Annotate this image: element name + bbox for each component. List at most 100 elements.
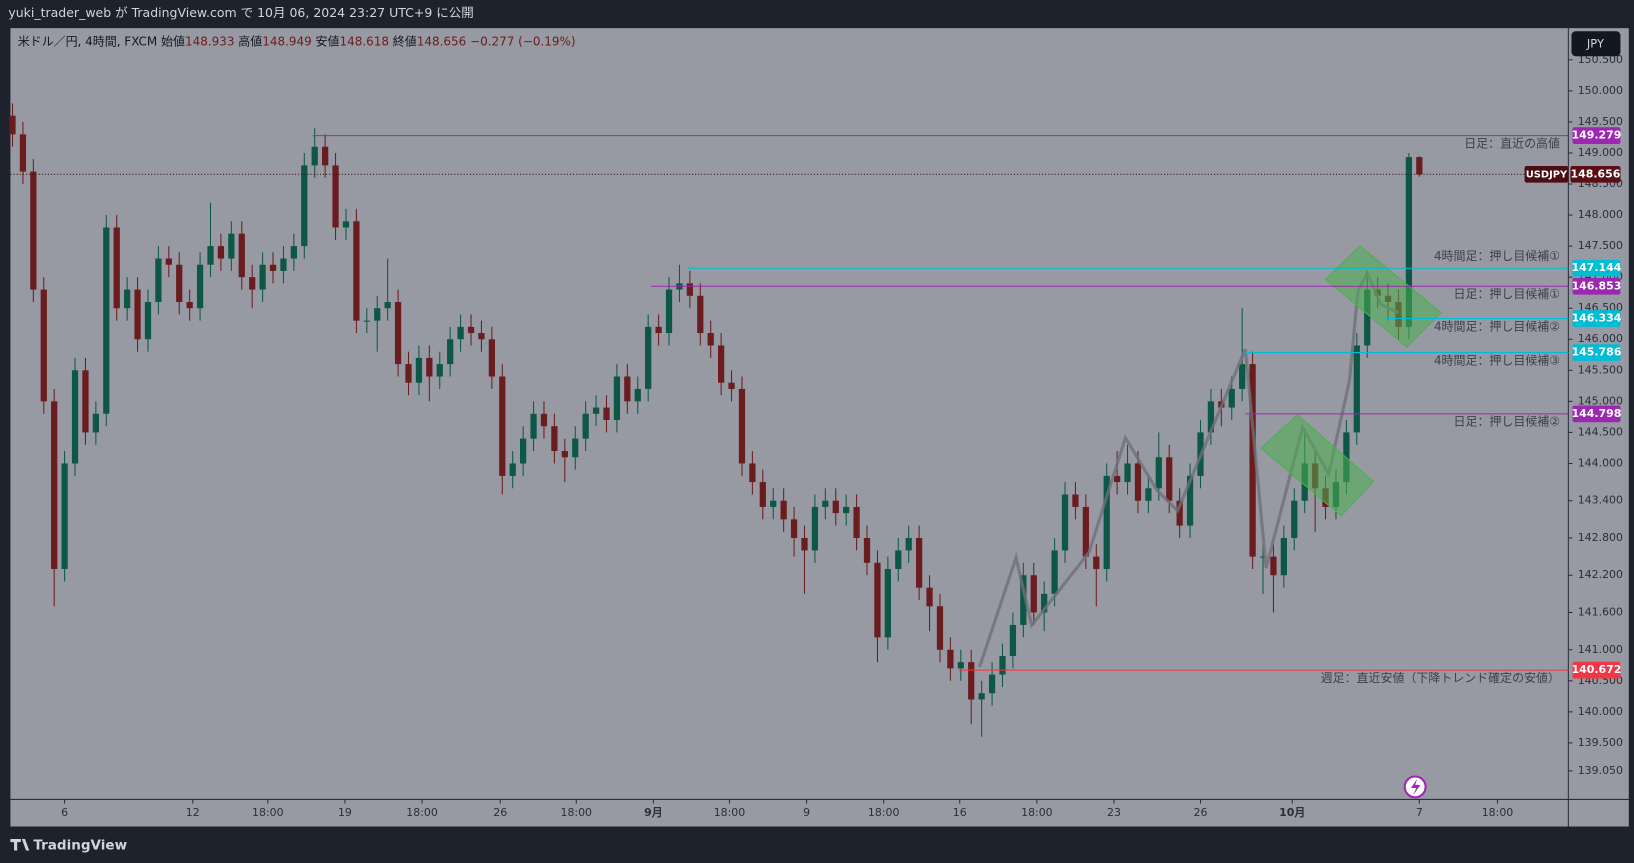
x-tick-label: 6 xyxy=(61,806,68,819)
candle-body xyxy=(1093,556,1100,570)
x-tick-label: 18:00 xyxy=(1021,806,1053,819)
price-axis xyxy=(1568,28,1629,827)
x-tick-label: 18:00 xyxy=(868,806,900,819)
x-tick-label: 26 xyxy=(493,806,507,819)
candle-body xyxy=(1103,475,1110,570)
legend-item: 148.656 xyxy=(417,34,470,48)
candle-body xyxy=(447,339,454,365)
candle-body xyxy=(655,326,662,334)
brand-name: TradingView xyxy=(33,837,127,853)
legend-item: 148.933 xyxy=(185,34,238,48)
x-tick-label: 23 xyxy=(1107,806,1121,819)
candle-body xyxy=(9,115,16,135)
x-tick-label: 7 xyxy=(1416,806,1423,819)
candle-body xyxy=(551,426,558,452)
price-box-label: 144.798 xyxy=(1572,407,1622,420)
candle-body xyxy=(342,221,350,228)
candle-body xyxy=(61,463,68,570)
flag-box xyxy=(1260,414,1375,517)
candle-body xyxy=(1207,401,1215,433)
candle-body xyxy=(874,562,881,638)
candle-body xyxy=(1051,550,1058,594)
candle-body xyxy=(561,451,568,458)
x-tick-label: 9 xyxy=(803,806,810,819)
candle-body xyxy=(572,438,579,458)
candle-body xyxy=(186,302,193,309)
candle-body xyxy=(801,537,808,551)
candle-body xyxy=(1270,556,1277,576)
y-tick-label: 147.500 xyxy=(1578,239,1623,252)
candle-body xyxy=(520,438,527,464)
candle-body xyxy=(832,500,839,514)
candle-body xyxy=(624,376,631,402)
candle-body xyxy=(71,370,79,464)
candle-body xyxy=(790,519,798,538)
candle-body xyxy=(280,258,287,271)
candle-body xyxy=(509,463,516,476)
candle-body xyxy=(1009,624,1017,656)
y-tick-label: 143.400 xyxy=(1578,494,1623,507)
legend-item: 148.618 xyxy=(340,34,393,48)
candle-body xyxy=(1134,463,1142,501)
candle-body xyxy=(155,258,162,303)
price-box-label: 140.672 xyxy=(1572,663,1622,676)
currency-label: JPY xyxy=(1586,36,1605,50)
legend-label: 始値 xyxy=(161,33,185,48)
candle-body xyxy=(936,606,944,650)
price-box xyxy=(1572,344,1621,361)
x-tick-label: 19 xyxy=(338,806,352,819)
level-label: 日足：押し目候補② xyxy=(1454,415,1560,429)
candle-body xyxy=(51,401,58,570)
candle-body xyxy=(853,506,860,538)
candle-body xyxy=(1072,494,1079,507)
candle-body xyxy=(999,655,1006,675)
candle-body xyxy=(40,289,47,402)
candle-body xyxy=(540,413,548,427)
y-tick-label: 141.600 xyxy=(1578,606,1623,619)
candle-body xyxy=(426,357,433,377)
candle-body xyxy=(905,537,912,551)
y-tick-label: 149.500 xyxy=(1578,115,1623,128)
candle-body xyxy=(738,388,746,464)
candle-body xyxy=(134,289,141,340)
brand-logo xyxy=(10,839,30,851)
candle-body xyxy=(415,357,423,383)
candle-body xyxy=(499,376,506,476)
legend: 米ドル／円, 4時間, FXCM 始値148.933 高値148.949 安値1… xyxy=(18,33,576,48)
candle-body xyxy=(822,500,829,507)
price-box-label: 146.334 xyxy=(1572,312,1622,325)
candle-body xyxy=(1113,475,1121,483)
candle-body xyxy=(1364,289,1371,346)
y-tick-label: 144.500 xyxy=(1578,425,1623,438)
candle-body xyxy=(1124,463,1131,483)
candle-body xyxy=(1176,500,1183,526)
candle-body xyxy=(217,246,225,259)
candle-body xyxy=(1239,364,1246,389)
x-tick-label: 18:00 xyxy=(406,806,438,819)
candle-body xyxy=(634,388,641,402)
y-tick-label: 140.000 xyxy=(1578,705,1623,718)
publish-header: yuki_trader_web が TradingView.com で 10月 … xyxy=(8,5,473,20)
price-box xyxy=(1572,661,1621,679)
x-tick-label: 12 xyxy=(186,806,200,819)
x-tick-label: 10月 xyxy=(1279,806,1305,819)
candle-body xyxy=(384,302,391,309)
candle-body xyxy=(374,308,381,321)
currency-button[interactable] xyxy=(1571,31,1621,57)
y-tick-label: 146.000 xyxy=(1578,332,1623,345)
legend-item: 米ドル／円, 4時間, FXCM xyxy=(18,34,161,48)
candle-body xyxy=(478,333,485,340)
y-tick-label: 148.000 xyxy=(1578,208,1623,221)
candle-body xyxy=(811,506,819,551)
candle-body xyxy=(363,320,370,322)
x-tick-label: 18:00 xyxy=(252,806,284,819)
candle-body xyxy=(165,258,172,265)
candle-body xyxy=(1259,556,1267,558)
candle-body xyxy=(697,295,704,334)
candle-body xyxy=(249,277,256,290)
drawings xyxy=(978,245,1442,668)
candle-body xyxy=(645,326,652,389)
x-tick-label: 26 xyxy=(1194,806,1208,819)
candle-body xyxy=(290,246,297,259)
candle-body xyxy=(1186,475,1194,526)
